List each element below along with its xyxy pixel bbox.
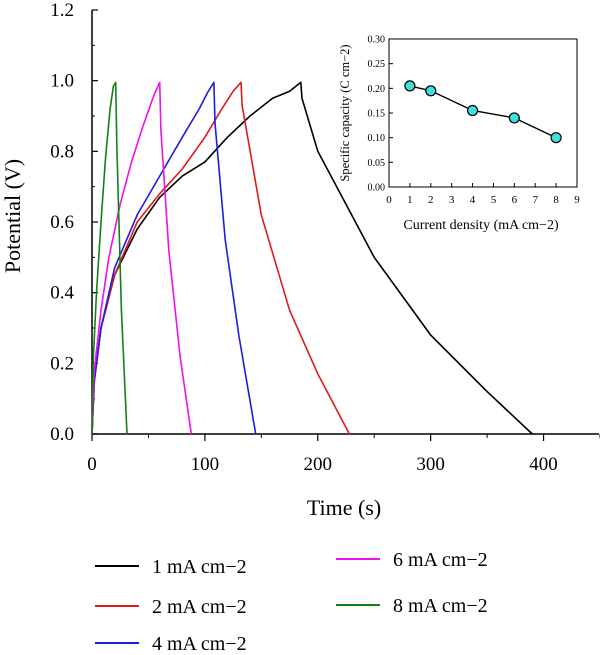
main-y-tick-label: 0.8 (50, 141, 74, 162)
inset-y-tick-label: 0.30 (368, 35, 386, 46)
main-y-tick-label: 0.4 (50, 283, 74, 304)
inset-x-tick-label: 3 (449, 194, 455, 206)
inset-x-tick-label: 6 (512, 194, 518, 206)
inset-y-tick-label: 0.05 (368, 158, 386, 169)
main-x-tick-label: 300 (416, 454, 445, 475)
main-x-tick-label: 200 (304, 454, 333, 475)
legend: 1 mA cm−2 2 mA cm−2 4 mA cm−2 6 mA cm−2 8 mA… (95, 549, 488, 655)
inset-y-tick-label: 0.00 (368, 183, 386, 194)
inset-data-point (550, 132, 562, 144)
inset-axes: 0.00 0.05 0.10 0.15 0.20 0.25 0.30 0 1 2 3 4 5 6 7 8 9 (368, 35, 581, 207)
main-y-tick-label: 0.2 (50, 353, 74, 374)
main-x-tick-label: 0 (87, 454, 97, 475)
series-line-3 (91, 81, 257, 435)
inset-series-group (404, 80, 562, 144)
inset-y-tick-label: 0.25 (368, 59, 386, 70)
inset-y-tick-label: 0.20 (368, 84, 386, 95)
inset-y-tick-label: 0.15 (368, 109, 386, 120)
inset-data-point (425, 85, 437, 97)
inset-x-tick-label: 9 (574, 194, 580, 206)
inset-y-tick-label: 0.10 (368, 133, 386, 144)
legend-label-2: 2 mA cm−2 (152, 596, 247, 618)
inset-x-tick-label: 1 (407, 194, 413, 206)
main-y-tick-label: 1.2 (50, 0, 74, 21)
inset-x-tick-label: 5 (491, 194, 497, 206)
inset-data-point (404, 80, 416, 92)
series-line-2 (91, 81, 351, 435)
inset-data-point (508, 112, 520, 124)
legend-label-5: 8 mA cm−2 (393, 595, 488, 617)
inset-x-tick-label: 2 (428, 194, 434, 206)
main-x-tick-label: 400 (529, 454, 558, 475)
main-y-axis-label: Potential (V) (0, 159, 25, 273)
main-plot-area: 0.0 0.2 0.4 0.6 0.8 1.0 1.2 0 100 200 300 400 (50, 0, 600, 475)
inset-y-axis-label: Specific capacity (C cm−2) (338, 44, 352, 181)
series-line-4 (91, 81, 193, 435)
main-y-tick-label: 0.6 (50, 212, 74, 233)
inset-x-tick-label: 0 (386, 194, 392, 206)
inset-chart: 0.00 0.05 0.10 0.15 0.20 0.25 0.30 0 1 2 3 4 5 6 7 8 9 S… (338, 35, 580, 234)
inset-x-tick-label: 7 (532, 194, 538, 206)
main-y-tick-label: 0.0 (50, 424, 74, 445)
series-line-5 (91, 81, 128, 435)
legend-label-4: 6 mA cm−2 (393, 549, 488, 571)
main-x-tick-label: 100 (191, 454, 220, 475)
legend-label-1: 1 mA cm−2 (152, 556, 247, 578)
main-series-group (91, 81, 533, 435)
inset-x-tick-label: 8 (553, 194, 559, 206)
main-x-axis-label: Time (s) (307, 495, 381, 520)
legend-label-3: 4 mA cm−2 (152, 633, 247, 655)
main-y-tick-label: 1.0 (50, 71, 74, 92)
inset-x-tick-label: 4 (470, 194, 476, 206)
inset-data-point (466, 104, 479, 117)
inset-x-axis-label: Current density (mA cm−2) (403, 218, 559, 233)
